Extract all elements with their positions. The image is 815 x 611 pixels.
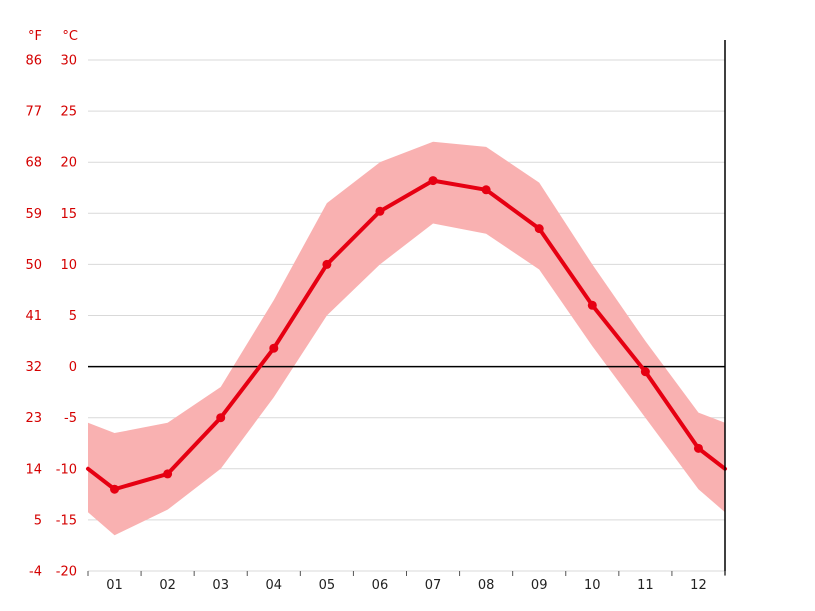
- mean-temp-point-07: [428, 176, 438, 186]
- month-label-04: 04: [266, 578, 283, 593]
- month-label-06: 06: [372, 578, 389, 593]
- mean-temp-point-10: [587, 300, 597, 310]
- month-label-02: 02: [159, 578, 176, 593]
- y-tick-fahrenheit-50: 50: [25, 258, 42, 273]
- month-label-05: 05: [319, 578, 336, 593]
- y-tick-fahrenheit-86: 86: [25, 54, 42, 69]
- y-tick-fahrenheit-68: 68: [25, 156, 42, 171]
- unit-label-fahrenheit: °F: [28, 29, 42, 44]
- y-tick-celsius--10: -10: [56, 462, 77, 477]
- mean-temp-point-03: [216, 413, 226, 423]
- month-label-11: 11: [637, 578, 654, 593]
- y-tick-fahrenheit-59: 59: [25, 207, 42, 222]
- month-label-12: 12: [690, 578, 707, 593]
- y-tick-celsius--15: -15: [56, 513, 77, 528]
- mean-temp-point-11: [640, 367, 650, 377]
- temperature-range-band: [88, 141, 725, 536]
- mean-temp-point-08: [481, 185, 491, 195]
- y-tick-celsius-20: 20: [60, 156, 77, 171]
- y-tick-fahrenheit--4: -4: [29, 565, 42, 580]
- month-label-01: 01: [106, 578, 123, 593]
- y-tick-fahrenheit-32: 32: [25, 360, 42, 375]
- unit-label-celsius: °C: [62, 29, 78, 44]
- month-label-09: 09: [531, 578, 548, 593]
- month-label-08: 08: [478, 578, 495, 593]
- y-tick-celsius-5: 5: [69, 309, 77, 324]
- y-tick-fahrenheit-41: 41: [25, 309, 42, 324]
- month-label-07: 07: [425, 578, 442, 593]
- y-tick-celsius-15: 15: [60, 207, 77, 222]
- mean-temperature-line: [86, 178, 727, 492]
- y-tick-celsius--5: -5: [64, 411, 77, 426]
- y-tick-celsius--20: -20: [56, 565, 77, 580]
- mean-temp-point-04: [269, 343, 279, 353]
- mean-temp-point-09: [534, 224, 544, 234]
- mean-temp-point-02: [163, 469, 173, 479]
- mean-temp-point-12: [693, 443, 703, 453]
- month-label-10: 10: [584, 578, 601, 593]
- y-tick-fahrenheit-14: 14: [25, 462, 42, 477]
- y-tick-celsius-10: 10: [60, 258, 77, 273]
- month-label-03: 03: [212, 578, 229, 593]
- y-tick-fahrenheit-23: 23: [25, 411, 42, 426]
- mean-temp-point-05: [322, 259, 332, 269]
- y-tick-celsius-0: 0: [69, 360, 77, 375]
- y-tick-fahrenheit-5: 5: [34, 513, 42, 528]
- mean-temp-point-06: [375, 206, 385, 216]
- y-tick-celsius-25: 25: [60, 105, 77, 120]
- mean-temp-point-01: [110, 484, 120, 494]
- y-tick-celsius-30: 30: [60, 54, 77, 69]
- y-tick-fahrenheit-77: 77: [25, 105, 42, 120]
